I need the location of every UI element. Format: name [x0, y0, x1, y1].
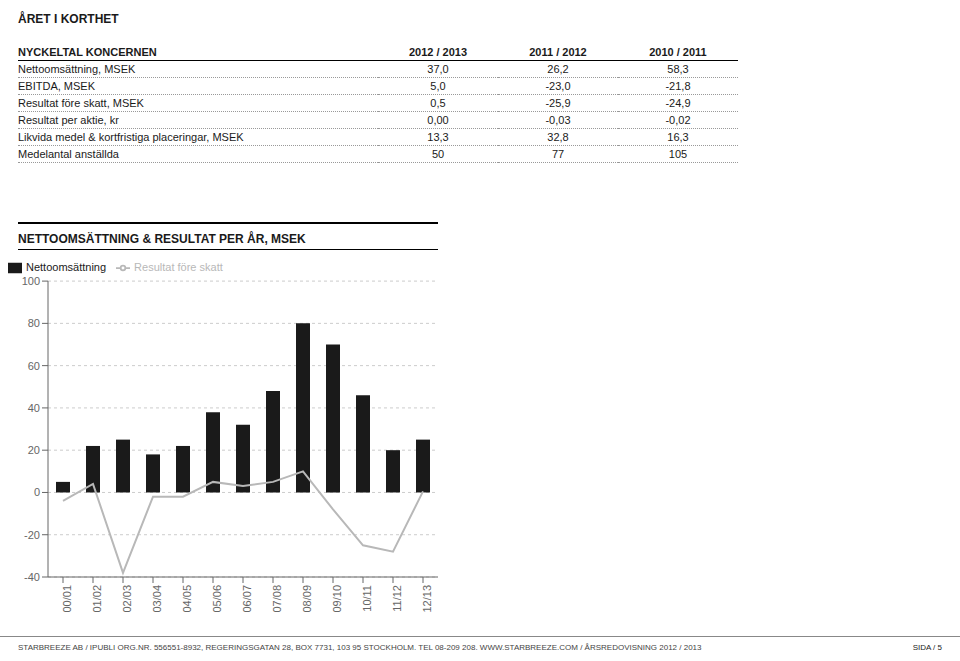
svg-text:100: 100: [22, 275, 40, 287]
svg-text:10/11: 10/11: [361, 585, 373, 612]
svg-text:04/05: 04/05: [181, 585, 193, 613]
html-text:NETTOOMSÄTTNING & RESULTAT PER: NETTOOMSÄTTNING & RESULTAT PER ÅR, MSEK: [18, 232, 306, 246]
html-text:Medelantal anställda: Medelantal anställda: [18, 148, 119, 160]
html-text:0,00: 0,00: [427, 114, 449, 126]
html-text:0,5: 0,5: [430, 97, 446, 109]
html-text:Resultat före skatt: Resultat före skatt: [134, 261, 223, 273]
svg-text:07/08: 07/08: [271, 585, 283, 613]
html-text:SIDA / 5: SIDA / 5: [912, 643, 942, 652]
html-text:-23,0: -23,0: [545, 80, 571, 92]
html-text:Nettoomsättning, MSEK: Nettoomsättning, MSEK: [18, 63, 136, 75]
html-text:EBITDA, MSEK: EBITDA, MSEK: [18, 80, 95, 92]
html-text:STARBREEZE AB / IPUBLI ORG.NR.: STARBREEZE AB / IPUBLI ORG.NR. 556551-89…: [18, 643, 702, 652]
svg-text:00/01: 00/01: [61, 585, 73, 613]
html-text:-24,9: -24,9: [665, 97, 691, 109]
html-text:Resultat per aktie, kr: Resultat per aktie, kr: [18, 114, 119, 126]
html-text:26,2: 26,2: [547, 63, 569, 75]
svg-text:02/03: 02/03: [121, 585, 133, 613]
html-text:-0,03: -0,03: [545, 114, 571, 126]
svg-text:0: 0: [34, 486, 40, 498]
svg-text:09/10: 09/10: [331, 585, 343, 613]
svg-text:-20: -20: [24, 529, 40, 541]
html-text:-21,8: -21,8: [665, 80, 691, 92]
html-text:58,3: 58,3: [667, 63, 689, 75]
html-text:Likvida medel & kortfristiga p: Likvida medel & kortfristiga placeringar…: [18, 131, 244, 143]
svg-text:12/13: 12/13: [421, 585, 433, 613]
svg-text:-40: -40: [24, 571, 40, 583]
html-text:-25,9: -25,9: [545, 97, 571, 109]
html-text:50: 50: [431, 148, 445, 160]
svg-text:08/09: 08/09: [301, 585, 313, 613]
svg-text:06/07: 06/07: [241, 585, 253, 613]
html-text:NYCKELTAL KONCERNEN: NYCKELTAL KONCERNEN: [18, 46, 157, 58]
html-text:2010 / 2011: 2010 / 2011: [649, 46, 707, 58]
svg-text:40: 40: [28, 402, 40, 414]
svg-text:11/12: 11/12: [391, 585, 403, 612]
html-text:2012 / 2013: 2012 / 2013: [408, 46, 468, 58]
html-text:Resultat före skatt, MSEK: Resultat före skatt, MSEK: [18, 97, 144, 109]
html-text:Nettoomsättning: Nettoomsättning: [26, 261, 107, 273]
html-text:13,3: 13,3: [427, 131, 449, 143]
svg-text:80: 80: [28, 317, 40, 329]
html-text:105: 105: [668, 148, 688, 160]
html-text:77: 77: [551, 148, 565, 160]
svg-text:03/04: 03/04: [151, 585, 163, 613]
html-text:-0,02: -0,02: [665, 114, 691, 126]
html-text:16,3: 16,3: [667, 131, 689, 143]
html-text:2011 / 2012: 2011 / 2012: [529, 46, 587, 58]
svg-text:01/02: 01/02: [91, 585, 103, 613]
svg-text:20: 20: [28, 444, 40, 456]
svg-text:05/06: 05/06: [211, 585, 223, 613]
svg-text:60: 60: [28, 360, 40, 372]
html-text:5,0: 5,0: [430, 80, 446, 92]
html-text:ÅRET I KORTHET: ÅRET I KORTHET: [18, 12, 119, 26]
html-text:32,8: 32,8: [547, 131, 569, 143]
html-text:37,0: 37,0: [427, 63, 449, 75]
